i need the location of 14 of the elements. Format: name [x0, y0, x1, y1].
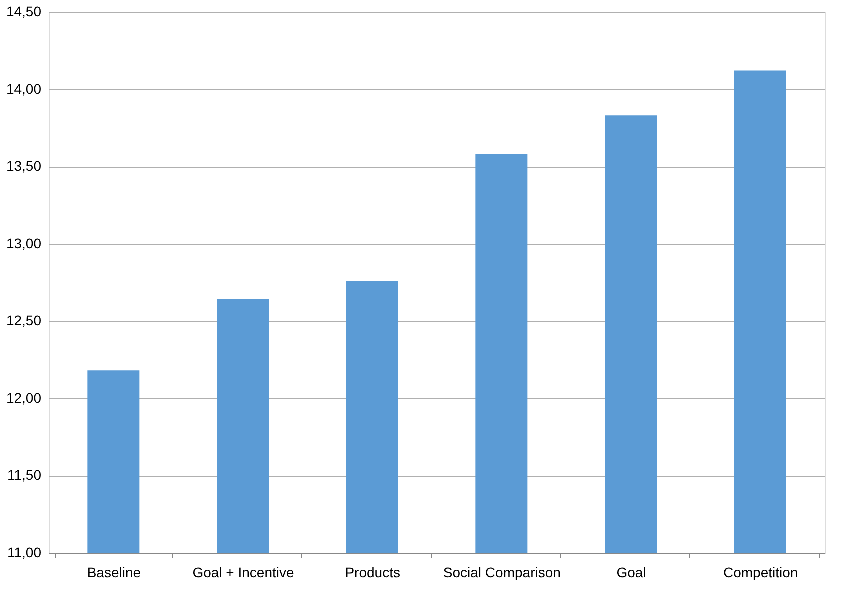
x-tick-label: Goal: [616, 564, 646, 580]
x-tick-label: Competition: [723, 564, 798, 580]
x-tick-label: Social Comparison: [443, 564, 561, 580]
y-tick-label: 13,00: [6, 235, 42, 252]
y-tick-label: 13,50: [6, 158, 42, 174]
y-tick-label: 12,50: [6, 312, 42, 329]
x-tick-label: Goal + Incentive: [192, 564, 294, 580]
x-tick-label: Products: [345, 564, 400, 580]
y-tick-label: 11,50: [8, 467, 42, 484]
x-tick-label: Baseline: [87, 564, 142, 580]
y-tick-label: 14,50: [6, 4, 42, 20]
y-tick-label: 14,00: [6, 80, 42, 97]
y-tick-label: 12,00: [6, 390, 42, 406]
y-tick-label: 11,00: [8, 544, 42, 560]
